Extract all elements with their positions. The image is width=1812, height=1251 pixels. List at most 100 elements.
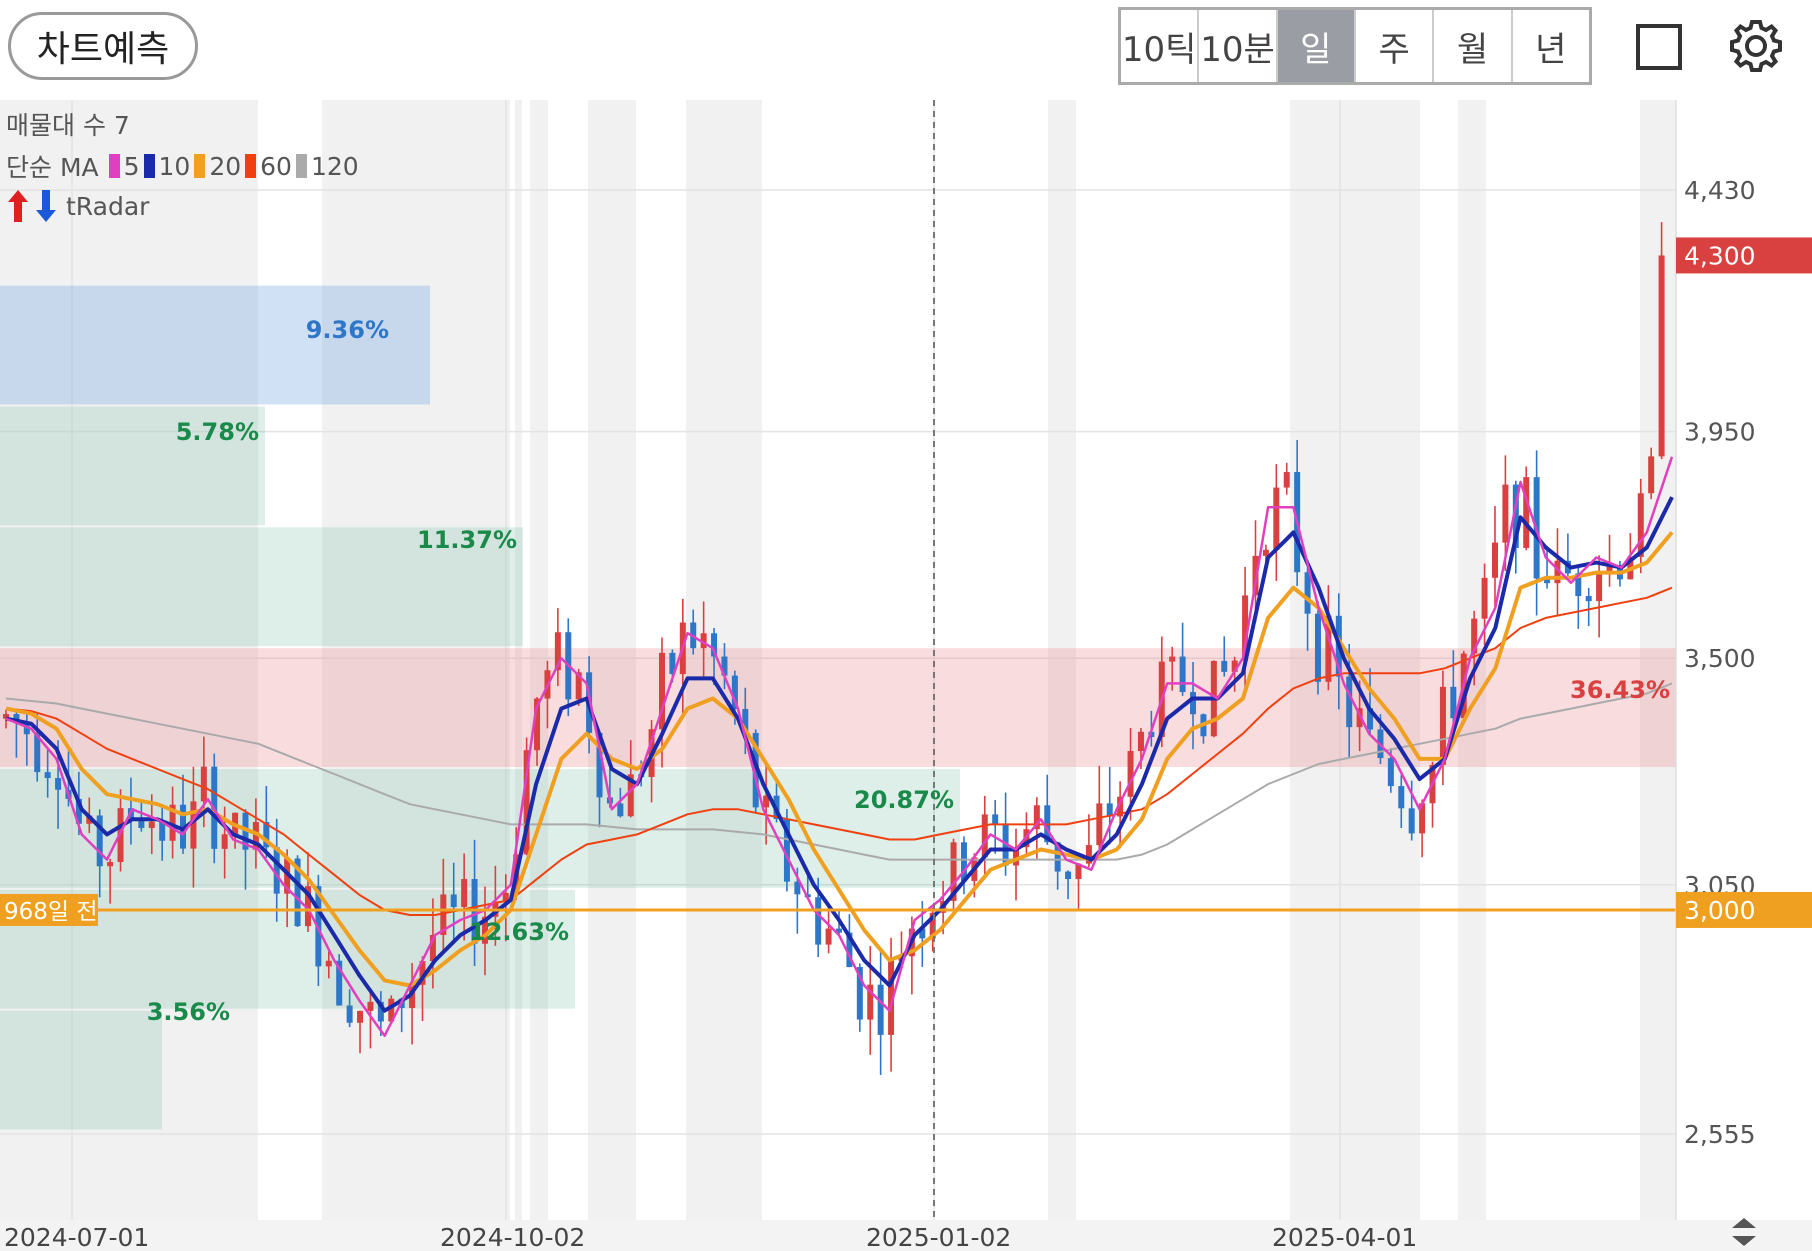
volume-profile-percent: 20.87%: [854, 786, 954, 814]
y-tick-label: 3,950: [1684, 418, 1756, 447]
ma10-line: [5, 496, 1674, 1013]
candle-body: [1419, 803, 1426, 834]
ma-legend: 단순 MA 5 10 20 60 120: [6, 148, 359, 184]
tab-month[interactable]: 월: [1434, 10, 1513, 82]
candle-body: [409, 984, 416, 1008]
volume-profile-bar: [0, 768, 960, 888]
x-tick-label: 2025-01-02: [866, 1223, 1011, 1251]
candle-body: [263, 822, 270, 848]
candle-body: [169, 804, 176, 841]
candle-body: [950, 842, 957, 901]
ma10-swatch: [143, 154, 155, 178]
top-toolbar: 차트예측 10틱 10분 일 주 월 년: [0, 0, 1812, 100]
volume-profile-percent: 36.43%: [1570, 676, 1670, 704]
candle-body: [1491, 542, 1498, 578]
candle-body: [1242, 595, 1249, 661]
ma10-label: 10: [158, 151, 191, 181]
candle-body: [721, 656, 728, 676]
candle-body: [1169, 656, 1176, 662]
volume-profile-legend: 매물대 수 7: [6, 111, 130, 140]
background-band: [530, 100, 548, 1220]
candle-body: [284, 858, 291, 894]
ma5-line: [5, 456, 1674, 1038]
tab-10min[interactable]: 10분: [1199, 10, 1278, 82]
candle-body: [294, 858, 301, 927]
chart-predict-button[interactable]: 차트예측: [8, 12, 198, 80]
candle-body: [1304, 572, 1311, 614]
candle-body: [1554, 560, 1561, 584]
candle-body: [658, 652, 665, 730]
candle-body: [627, 774, 634, 817]
candle-body: [388, 998, 395, 1022]
ma120-swatch: [295, 154, 307, 178]
candle-body: [888, 960, 895, 1035]
candle-body: [763, 795, 770, 808]
candle-body: [3, 714, 9, 719]
candle-body: [669, 652, 676, 675]
candle-body: [325, 960, 332, 967]
tab-10tick[interactable]: 10틱: [1121, 10, 1200, 82]
volume-profile-percent: 3.56%: [147, 998, 230, 1026]
candle-body: [1523, 477, 1530, 548]
volume-profile-percent: 12.63%: [469, 918, 569, 946]
tab-week[interactable]: 주: [1356, 10, 1435, 82]
candle-body: [534, 698, 541, 751]
candle-body: [1585, 596, 1592, 602]
ma20-line: [5, 531, 1674, 988]
volume-profile-percent: 5.78%: [176, 418, 259, 446]
ma60-line: [5, 586, 1673, 916]
candle-body: [1408, 808, 1415, 834]
ma60-swatch: [245, 154, 257, 178]
candle-body: [815, 897, 822, 945]
candle-body: [1273, 487, 1280, 550]
background-band: [515, 100, 522, 1220]
candle-body: [1481, 577, 1488, 619]
candle-body: [1606, 565, 1613, 573]
radar-label: tRadar: [66, 191, 150, 221]
candle-body: [1085, 845, 1092, 864]
x-axis-bar: [0, 1220, 1812, 1251]
candle-body: [1117, 796, 1124, 817]
tab-day[interactable]: 일: [1277, 10, 1356, 82]
candle-body: [1013, 847, 1020, 866]
period-tabs: 10틱 10분 일 주 월 년: [1118, 7, 1592, 85]
reference-left-badge: [0, 893, 98, 926]
volume-profile-bar: [0, 648, 1676, 767]
candle-body: [34, 734, 41, 773]
fullscreen-square-icon[interactable]: [1636, 24, 1682, 70]
candle-body: [1314, 613, 1321, 682]
candle-body: [1054, 842, 1061, 872]
candle-body: [75, 798, 82, 824]
candle-body: [429, 934, 436, 962]
candle-body: [1544, 578, 1551, 584]
chart-area[interactable]: 968일 전 4,430 3,950 3,500 3,050 2,555 4,300 3,00…: [0, 100, 1812, 1251]
candle-body: [836, 928, 842, 933]
candle-body: [304, 886, 311, 927]
gear-icon[interactable]: [1726, 16, 1786, 76]
candle-body: [273, 847, 280, 894]
candle-body: [929, 912, 936, 939]
tab-year[interactable]: 년: [1535, 29, 1567, 70]
candle-body: [55, 778, 62, 790]
up-down-arrow-icon: [8, 190, 56, 222]
candle-body: [252, 822, 259, 850]
candle-body: [1387, 758, 1394, 787]
current-price-label: 4,300: [1684, 241, 1756, 270]
candle-body: [825, 928, 832, 945]
price-chart[interactable]: 968일 전4,4303,9503,5003,0502,5554,3003,00…: [0, 100, 1812, 1251]
candle-body: [346, 1005, 353, 1023]
volume-profile-bar: [0, 527, 523, 647]
candle-body: [1190, 692, 1197, 715]
candle-body: [159, 821, 166, 841]
candle-body: [554, 632, 561, 671]
candle-body: [867, 984, 874, 1020]
candle-body: [450, 894, 457, 908]
candle-body: [44, 772, 51, 779]
volume-profile-percent: 11.37%: [417, 526, 517, 554]
scroll-arrows-icon: [1732, 1218, 1756, 1246]
candle-body: [992, 814, 999, 824]
candle-body: [1221, 660, 1228, 672]
candle-body: [1596, 572, 1603, 602]
candle-body: [1106, 803, 1113, 817]
candle-body: [1075, 863, 1082, 880]
